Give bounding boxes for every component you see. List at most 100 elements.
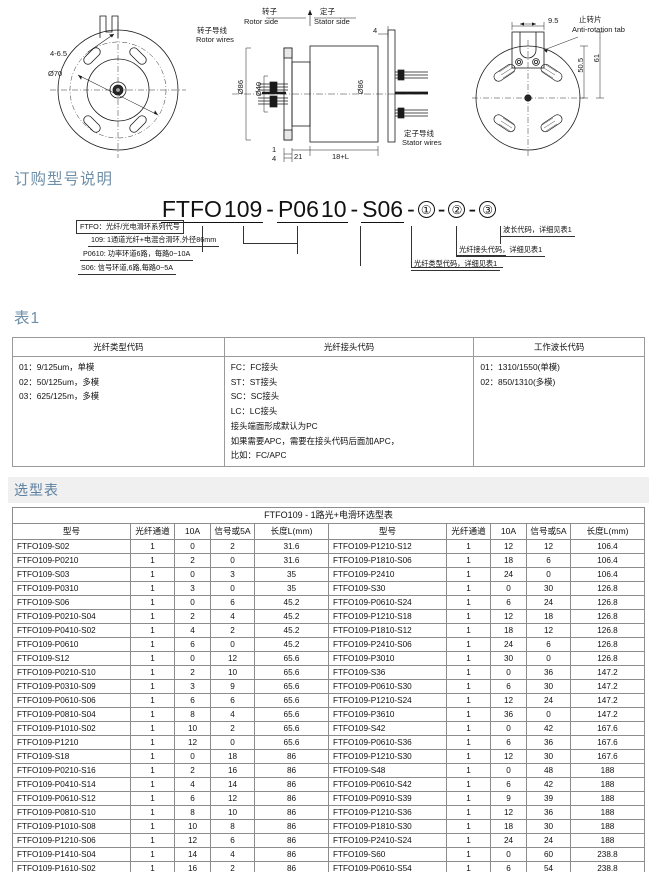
cell-value: 147.2 xyxy=(570,664,645,680)
outer-diameter-label: Ø70 xyxy=(48,69,63,78)
cell-value: 10 xyxy=(174,720,211,736)
cell-value: 39 xyxy=(526,790,571,806)
table-row[interactable]: FTFO109-P1010-S02 1 10 2 65.6 FTFO109-S42 1 0 42… xyxy=(12,720,645,736)
cell-value: 30 xyxy=(526,818,571,834)
cell-value: 36 xyxy=(526,734,571,750)
cell-model: FTFO109-S02 xyxy=(12,538,131,554)
cell-value: 2 xyxy=(210,538,255,554)
cell-value: 1 xyxy=(446,832,491,848)
cell-model: FTFO109-P3010 xyxy=(328,650,447,666)
table-row[interactable]: FTFO109-P0810-S04 1 8 4 65.6 FTFO109-P3610 1 36… xyxy=(12,706,645,722)
table-row[interactable]: FTFO109-P0610 1 6 0 45.2 FTFO109-P2410-S06 1 24… xyxy=(12,636,645,652)
table-row[interactable]: FTFO109-S02 1 0 2 31.6 FTFO109-P1210-S12 1 12 12… xyxy=(12,538,645,554)
cell-value: 8 xyxy=(174,804,211,820)
table-row[interactable]: FTFO109-P1210 1 12 0 65.6 FTFO109-P0610-S36 1 6… xyxy=(12,734,645,750)
table-row[interactable]: FTFO109-P0310-S09 1 3 9 65.6 FTFO109-P0610-S3… xyxy=(12,678,645,694)
connector-item: FC：FC接头 xyxy=(230,362,279,372)
cell-value: 2 xyxy=(174,608,211,624)
connector-item: 比如：FC/APC xyxy=(230,450,287,461)
fiber-type-item: 03：625/125m，多模 xyxy=(19,391,100,402)
table-row[interactable]: FTFO109-P0210-S10 1 2 10 65.6 FTFO109-S36 1 0 36… xyxy=(12,664,645,680)
table-row[interactable]: FTFO109-P1010-S08 1 10 8 86 FTFO109-P1810-S30… xyxy=(12,818,645,834)
cell-value: 42 xyxy=(526,720,571,736)
selection-banner: FTFO109 - 1路光+电滑环选型表 xyxy=(12,506,645,524)
cell-value: 1 xyxy=(446,566,491,582)
id40-label: Ø40 xyxy=(254,82,263,97)
table1-cell-wavelength: 01：1310/1550(单模) 02：850/1310(多模) xyxy=(473,356,645,467)
cell-value: 1 xyxy=(446,538,491,554)
note-power: P0610: 功率环道6路，每路0~10A xyxy=(80,248,194,261)
cell-value: 0 xyxy=(490,580,527,596)
cell-value: 31.6 xyxy=(254,552,329,568)
cell-value: 9 xyxy=(210,678,255,694)
note-connector: 光纤接头代码，详细见表1 xyxy=(456,244,546,257)
selection-header-3: 信号或5A xyxy=(210,522,255,540)
table-row[interactable]: FTFO109-P0610-S12 1 6 12 86 FTFO109-P0910-S39… xyxy=(12,790,645,806)
cell-model: FTFO109-P1810-S06 xyxy=(328,552,447,568)
connector-item: LC：LC接头 xyxy=(230,406,278,417)
cell-value: 3 xyxy=(174,580,211,596)
rear-face-view: 9.5 止转片 Anti-rotation tab 50.5 61 xyxy=(466,10,646,160)
table-row[interactable]: FTFO109-P0210-S04 1 2 4 45.2 FTFO109-P1210-S1… xyxy=(12,608,645,624)
table-row[interactable]: FTFO109-P1210-S06 1 12 6 86 FTFO109-P2410-S24… xyxy=(12,832,645,848)
cell-value: 65.6 xyxy=(254,678,329,694)
cell-value: 1 xyxy=(446,622,491,638)
cell-value: 188 xyxy=(570,818,645,834)
cell-value: 0 xyxy=(174,748,211,764)
code-dash-5: - xyxy=(468,196,477,222)
cell-value: 1 xyxy=(446,664,491,680)
table-row[interactable]: FTFO109-S18 1 0 18 86 FTFO109-P1210-S30 1 12 30 1… xyxy=(12,748,645,764)
table-row[interactable]: FTFO109-S03 1 0 3 35 FTFO109-P2410 1 24 0 106.4 xyxy=(12,566,645,582)
cell-model: FTFO109-P0610-S12 xyxy=(12,790,131,806)
cell-value: 167.6 xyxy=(570,748,645,764)
table-row[interactable]: FTFO109-P0310 1 3 0 35 FTFO109-S30 1 0 30 126.8 xyxy=(12,580,645,596)
connector-item: ST：ST接头 xyxy=(230,376,278,387)
cell-value: 1 xyxy=(446,636,491,652)
cell-value: 12 xyxy=(526,538,571,554)
table-row[interactable]: FTFO109-P0210-S16 1 2 16 86 FTFO109-S48 1 0 48 18… xyxy=(12,762,645,778)
cell-value: 12 xyxy=(174,734,211,750)
cross-section-view: 转子 Rotor side 定子 Stator side 转子导线 Rotor … xyxy=(196,7,442,163)
cell-value: 1 xyxy=(130,790,175,806)
cell-model: FTFO109-P1210 xyxy=(12,734,131,750)
table-row[interactable]: FTFO109-S06 1 0 6 45.2 FTFO109-P0610-S24 1 6 24 1… xyxy=(12,594,645,610)
cell-model: FTFO109-P1010-S02 xyxy=(12,720,131,736)
dim-61-label: 61 xyxy=(592,54,601,63)
cell-value: 4 xyxy=(174,776,211,792)
cell-model: FTFO109-P0210-S10 xyxy=(12,664,131,680)
cell-model: FTFO109-P0310 xyxy=(12,580,131,596)
cell-value: 10 xyxy=(210,804,255,820)
table-row[interactable]: FTFO109-P0210 1 2 0 31.6 FTFO109-P1810-S06 1 18… xyxy=(12,552,645,568)
cell-value: 1 xyxy=(130,804,175,820)
table-row[interactable]: FTFO109-P0610-S06 1 6 6 65.6 FTFO109-P1210-S2… xyxy=(12,692,645,708)
cell-model: FTFO109-P1810-S12 xyxy=(328,622,447,638)
cell-model: FTFO109-P2410-S24 xyxy=(328,832,447,848)
table-row[interactable]: FTFO109-P0410-S14 1 4 14 86 FTFO109-P0610-S42… xyxy=(12,776,645,792)
cell-value: 1 xyxy=(446,776,491,792)
cell-value: 6 xyxy=(526,552,571,568)
cell-value: 30 xyxy=(526,748,571,764)
table-row[interactable]: FTFO109-P0410-S02 1 4 2 45.2 FTFO109-P1810-S1… xyxy=(12,622,645,638)
cell-value: 167.6 xyxy=(570,720,645,736)
cell-value: 238.8 xyxy=(570,846,645,862)
cell-value: 1 xyxy=(130,622,175,638)
stator-side-label-cn: 定子 xyxy=(320,7,335,16)
note-wavelength: 波长代码，详细见表1 xyxy=(500,224,575,237)
cell-model: FTFO109-P0610-S54 xyxy=(328,860,447,872)
cell-value: 14 xyxy=(210,776,255,792)
od86-right-label: Ø86 xyxy=(356,80,365,95)
cell-value: 0 xyxy=(210,580,255,596)
table-row[interactable]: FTFO109-P0810-S10 1 8 10 86 FTFO109-P1210-S36… xyxy=(12,804,645,820)
cell-model: FTFO109-P1010-S08 xyxy=(12,818,131,834)
selection-header-1: 光纤通道 xyxy=(130,522,175,540)
table-row[interactable]: FTFO109-P1410-S04 1 14 4 86 FTFO109-S60 1 0 60 23… xyxy=(12,846,645,862)
cell-value: 0 xyxy=(174,594,211,610)
cell-value: 36 xyxy=(490,706,527,722)
cell-value: 6 xyxy=(490,776,527,792)
table-row[interactable]: FTFO109-S12 1 0 12 65.6 FTFO109-P3010 1 30 0 126.… xyxy=(12,650,645,666)
table-row[interactable]: FTFO109-P1610-S02 1 16 2 86 FTFO109-P0610-S54… xyxy=(12,860,645,872)
cell-value: 2 xyxy=(210,720,255,736)
cell-model: FTFO109-P0310-S09 xyxy=(12,678,131,694)
cell-value: 4 xyxy=(210,706,255,722)
stator-wires-label-en: Stator wires xyxy=(402,138,442,147)
